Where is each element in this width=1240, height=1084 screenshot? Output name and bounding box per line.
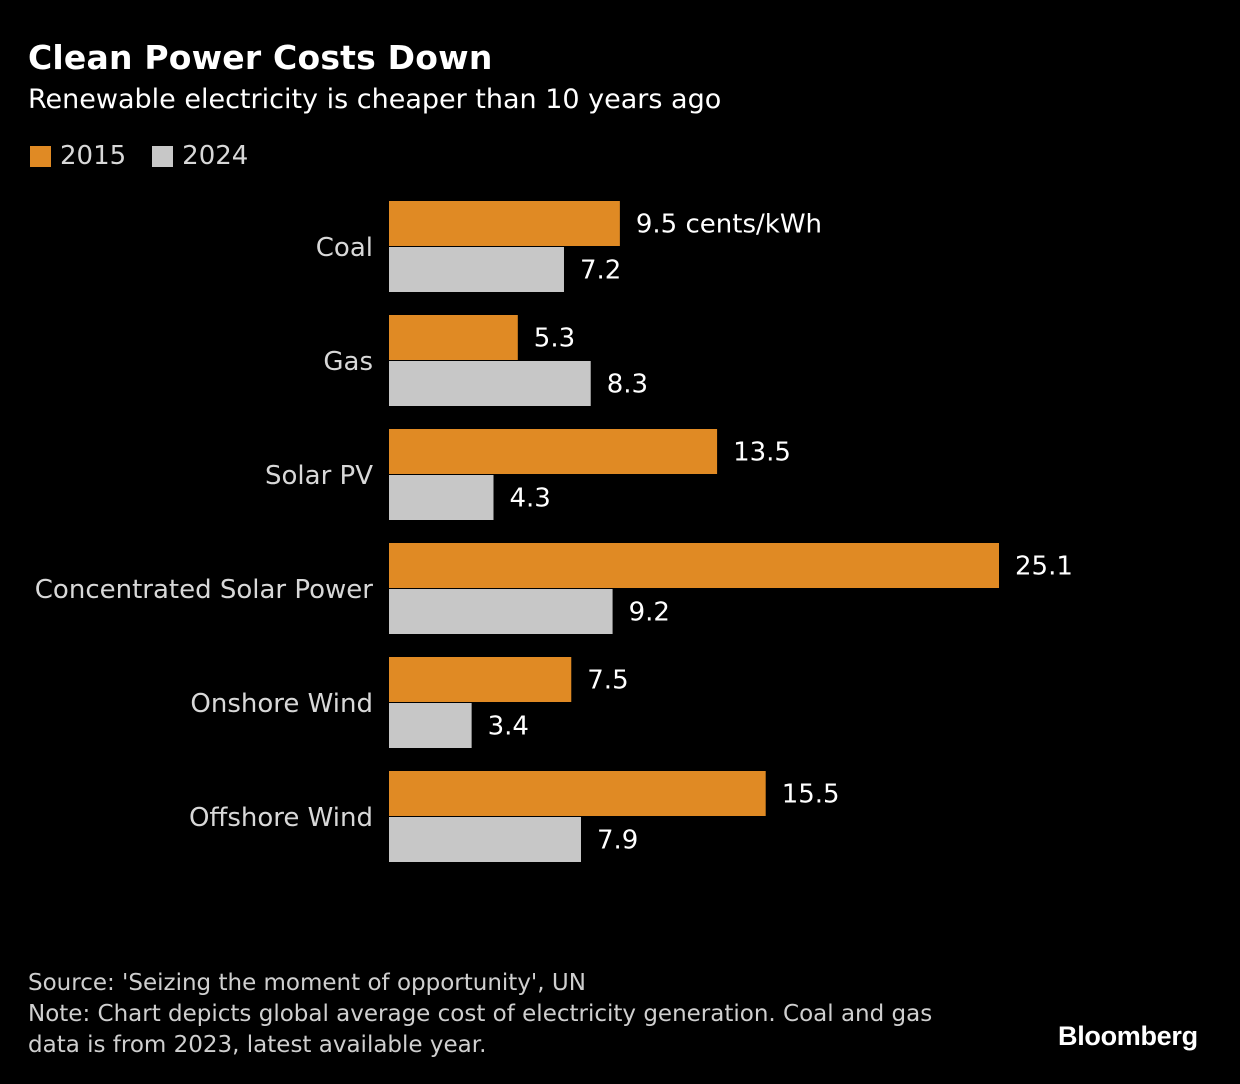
data-label-offshore-wind-2024: 7.9 (597, 826, 638, 856)
data-label-concentrated-solar-power-2015: 25.1 (1015, 552, 1073, 582)
data-label-solar-pv-2015: 13.5 (733, 438, 791, 468)
data-label-concentrated-solar-power-2024: 9.2 (629, 598, 670, 628)
bar-gas-2015 (389, 315, 518, 360)
legend-item-2015: 2015 (30, 141, 126, 171)
category-label-onshore-wind: Onshore Wind (190, 689, 373, 719)
bloomberg-logo: Bloomberg (1058, 1021, 1198, 1051)
bar-offshore-wind-2015 (389, 771, 766, 816)
legend-swatch-2024 (152, 145, 174, 167)
bar-solar-pv-2024 (389, 475, 494, 520)
bar-onshore-wind-2015 (389, 657, 572, 702)
category-label-concentrated-solar-power: Concentrated Solar Power (35, 575, 374, 605)
data-label-gas-2015: 5.3 (534, 324, 575, 354)
legend-item-2024: 2024 (152, 141, 248, 171)
bar-gas-2024 (389, 361, 591, 406)
bar-offshore-wind-2024 (389, 817, 581, 862)
category-label-coal: Coal (316, 233, 373, 263)
data-label-gas-2024: 8.3 (607, 370, 648, 400)
bar-coal-2024 (389, 247, 564, 292)
category-label-offshore-wind: Offshore Wind (189, 803, 373, 833)
source-note: Source: 'Seizing the moment of opportuni… (28, 970, 586, 996)
data-label-coal-2015: 9.5 cents/kWh (636, 210, 822, 240)
category-label-solar-pv: Solar PV (265, 461, 373, 491)
data-label-onshore-wind-2015: 7.5 (587, 666, 628, 696)
chart-subtitle: Renewable electricity is cheaper than 10… (28, 84, 722, 115)
category-label-gas: Gas (323, 347, 373, 377)
legend-label-2024: 2024 (182, 141, 249, 171)
data-label-offshore-wind-2015: 15.5 (782, 780, 840, 810)
bar-onshore-wind-2024 (389, 703, 472, 748)
data-label-solar-pv-2024: 4.3 (510, 484, 551, 514)
legend-swatch-2015 (30, 145, 51, 167)
bar-concentrated-solar-power-2015 (389, 543, 999, 588)
chart-legend: 2015 2024 (30, 141, 274, 171)
data-label-coal-2024: 7.2 (580, 256, 621, 286)
chart-note: Note: Chart depicts global average cost … (28, 1001, 933, 1058)
chart-title: Clean Power Costs Down (28, 38, 493, 77)
legend-label-2015: 2015 (60, 141, 127, 171)
bar-concentrated-solar-power-2024 (389, 589, 613, 634)
bar-solar-pv-2015 (389, 429, 718, 474)
chart-footer: Source: 'Seizing the moment of opportuni… (28, 968, 988, 1061)
bar-coal-2015 (389, 201, 620, 246)
data-label-onshore-wind-2024: 3.4 (488, 712, 529, 742)
